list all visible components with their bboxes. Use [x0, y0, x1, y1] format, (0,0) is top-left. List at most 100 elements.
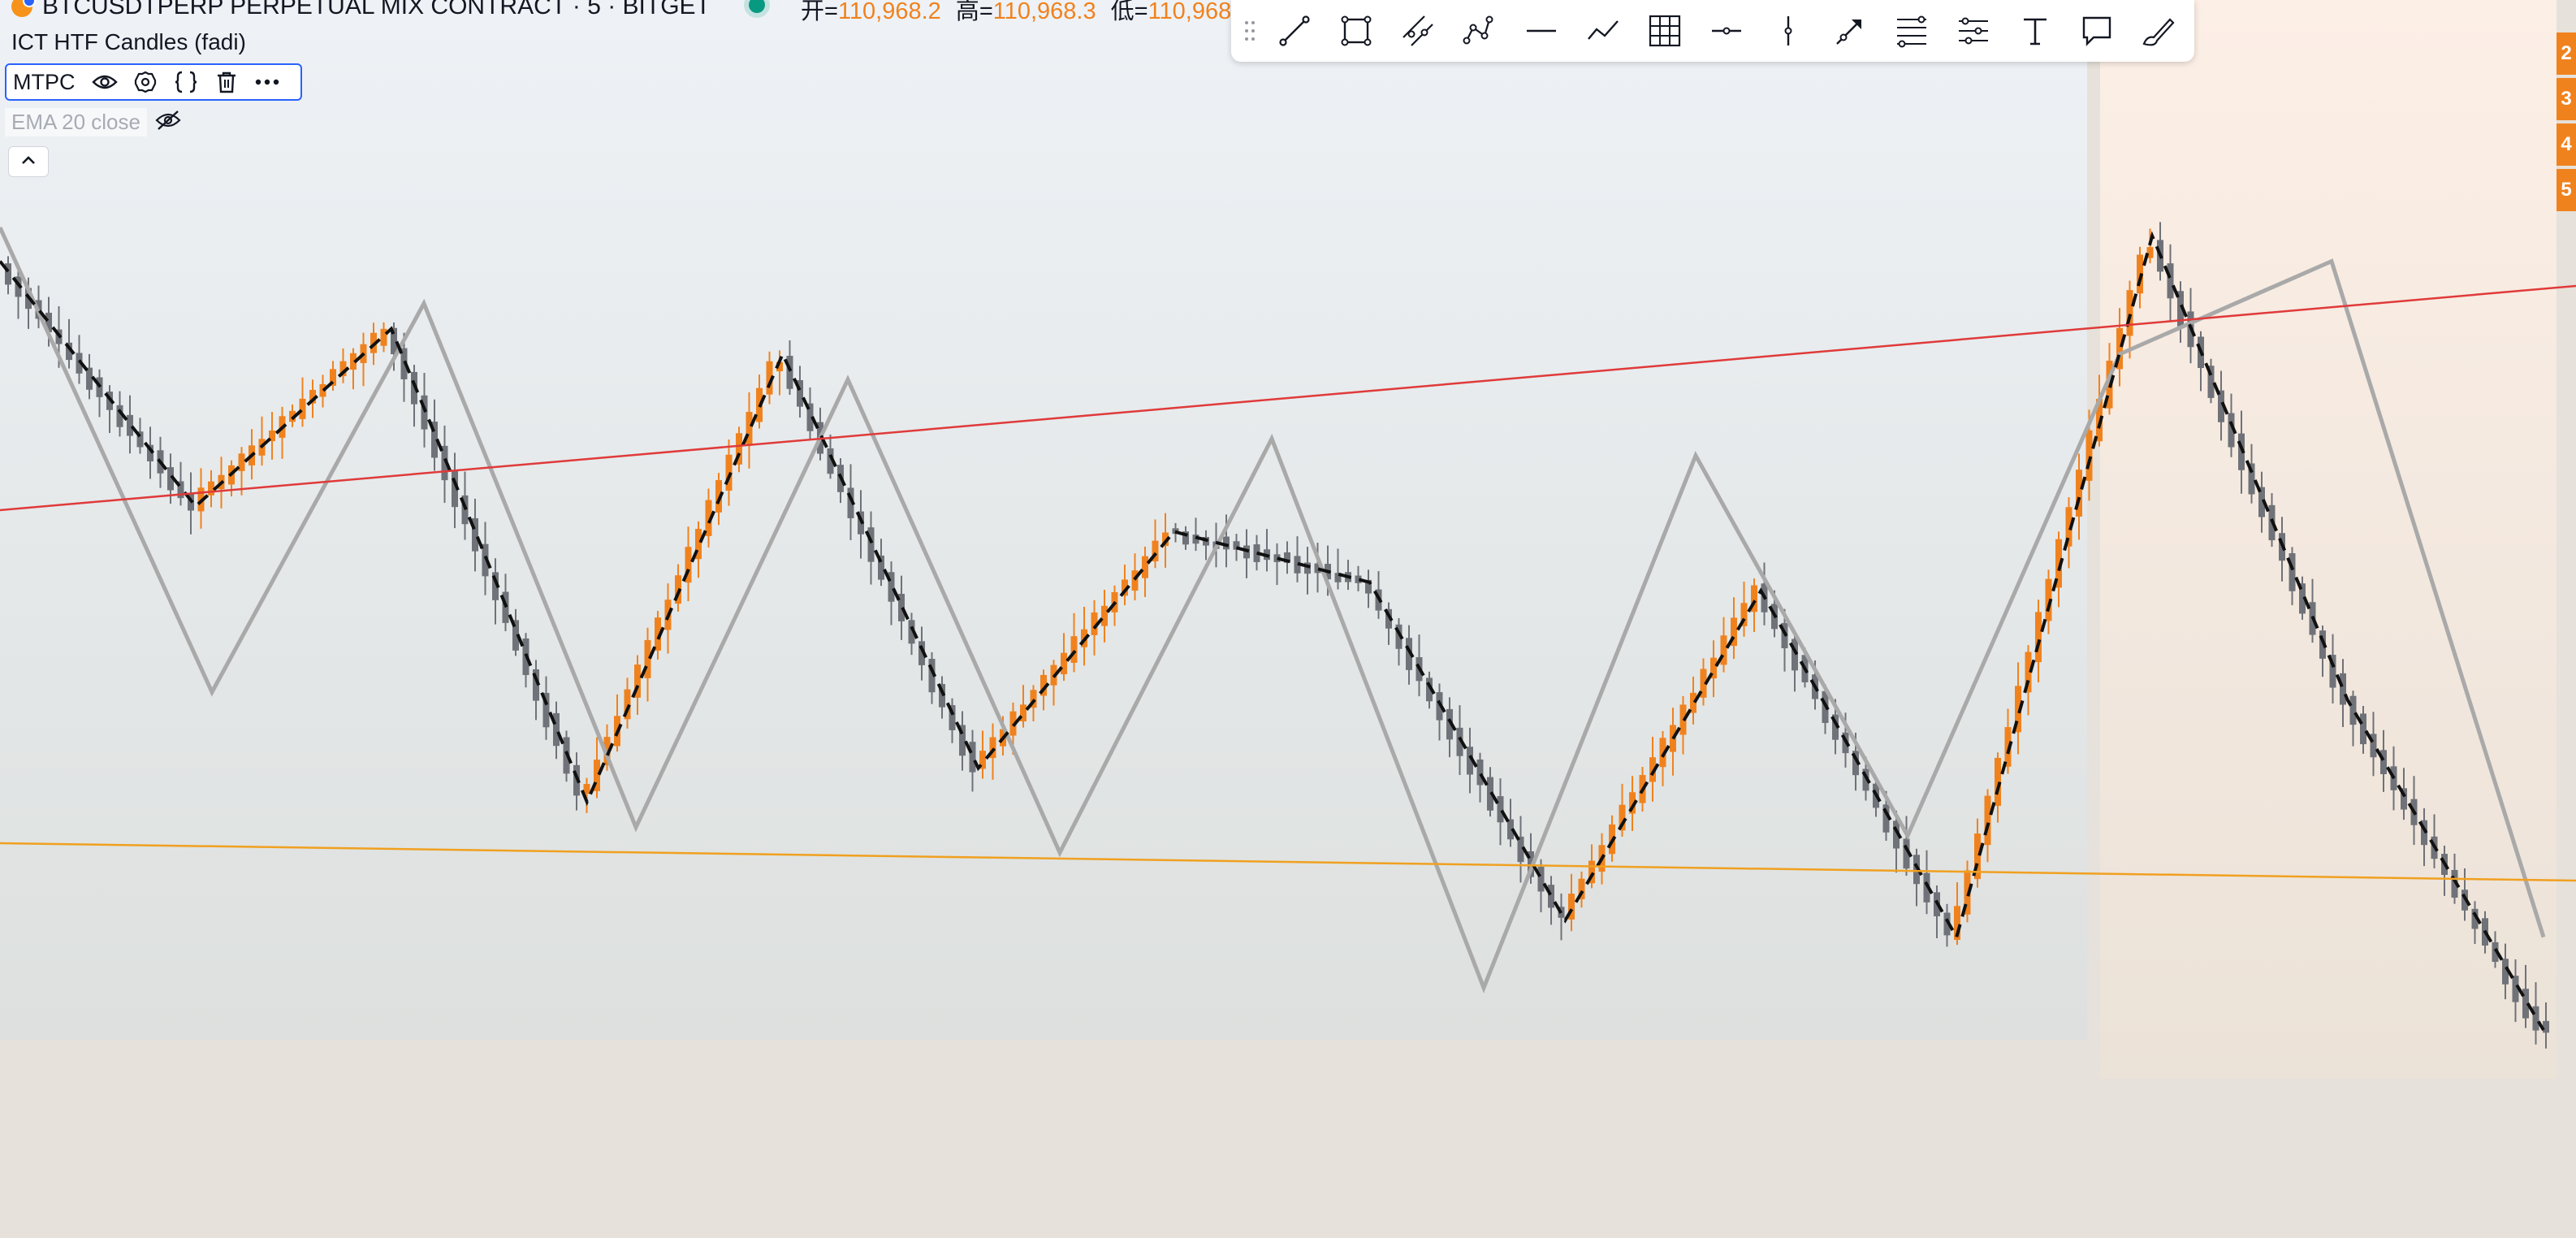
- drawing-toolbar[interactable]: [1231, 0, 2194, 62]
- bull-candle: [1578, 878, 1585, 899]
- trend-line-icon[interactable]: [1264, 5, 1325, 57]
- bull-candle: [339, 361, 347, 377]
- bear-candle: [533, 669, 539, 701]
- bull-candle: [1629, 792, 1636, 814]
- price-axis-label: 2: [2557, 32, 2576, 75]
- bear-candle: [888, 572, 895, 602]
- brush-icon[interactable]: [2128, 5, 2189, 57]
- bear-candle: [1395, 624, 1403, 649]
- gear-icon[interactable]: [129, 66, 162, 98]
- session-zone-left: [0, 0, 2087, 1040]
- bull-candle: [746, 412, 753, 446]
- bear-candle: [2532, 1006, 2539, 1031]
- bear-candle: [116, 405, 123, 427]
- bull-candle: [1588, 860, 1595, 884]
- text-icon[interactable]: [2004, 5, 2066, 57]
- bull-candle: [309, 389, 316, 404]
- bull-candle: [776, 361, 783, 372]
- bear-candle: [431, 422, 438, 458]
- bear-candle: [867, 527, 875, 562]
- bear-candle: [167, 467, 174, 491]
- bull-candle: [2035, 612, 2042, 663]
- eye-icon[interactable]: [89, 66, 121, 98]
- bear-candle: [1446, 708, 1453, 740]
- collapse-legend-button[interactable]: [8, 146, 49, 177]
- bull-candle: [1690, 692, 1696, 713]
- drag-handle-icon[interactable]: [1236, 6, 1264, 55]
- bull-candle: [1568, 894, 1575, 920]
- bear-candle: [2299, 583, 2306, 614]
- price-axis-label: 3: [2557, 78, 2576, 120]
- bull-candle: [1122, 579, 1128, 596]
- bull-candle: [634, 664, 641, 698]
- bear-candle: [472, 517, 478, 552]
- bull-candle: [1720, 635, 1727, 665]
- bull-candle: [1984, 795, 1991, 846]
- selected-indicator[interactable]: MTPC: [5, 63, 302, 101]
- bear-candle: [492, 572, 499, 600]
- more-icon[interactable]: [251, 66, 283, 98]
- bear-candle: [512, 620, 519, 651]
- bear-candle: [136, 431, 144, 448]
- bear-candle: [542, 692, 550, 728]
- bull-candle: [583, 784, 590, 794]
- bull-candle: [1740, 603, 1748, 626]
- indicator-title[interactable]: ICT HTF Candles (fadi): [11, 29, 246, 54]
- bear-candle: [1365, 579, 1372, 594]
- bear-candle: [2167, 263, 2174, 299]
- braces-icon[interactable]: [170, 66, 202, 98]
- bear-candle: [2451, 869, 2458, 898]
- bull-candle: [1700, 669, 1707, 698]
- callout-icon[interactable]: [2066, 5, 2128, 57]
- bear-candle: [177, 481, 184, 499]
- bear-candle: [898, 594, 905, 621]
- bear-candle: [2543, 1020, 2549, 1033]
- hidden-indicator[interactable]: EMA 20 close: [5, 107, 181, 136]
- bear-candle: [2207, 366, 2215, 398]
- polyline-icon[interactable]: [1572, 5, 1634, 57]
- bear-candle: [1476, 759, 1484, 786]
- bear-candle: [1893, 820, 1900, 849]
- parallel-channel-icon[interactable]: [1387, 5, 1449, 57]
- bull-candle: [2116, 327, 2123, 370]
- bull-candle: [644, 639, 651, 678]
- bear-candle: [2370, 734, 2377, 758]
- bear-candle: [786, 356, 793, 389]
- bull-candle: [2004, 727, 2012, 767]
- path-icon[interactable]: [1449, 5, 1511, 57]
- fib-grid-icon[interactable]: [1634, 5, 1696, 57]
- bear-candle: [2177, 291, 2184, 327]
- horizontal-ray-icon[interactable]: [1696, 5, 1757, 57]
- bull-candle: [989, 737, 996, 759]
- bull-candle: [1974, 833, 1981, 880]
- eye-off-icon[interactable]: [155, 110, 181, 135]
- arrow-icon[interactable]: [1819, 5, 1881, 57]
- bull-candle: [1061, 652, 1067, 675]
- bear-candle: [1182, 531, 1189, 545]
- bull-candle: [1040, 674, 1047, 696]
- horizontal-line-icon[interactable]: [1511, 5, 1572, 57]
- bear-candle: [553, 712, 560, 747]
- rectangle-icon[interactable]: [1325, 5, 1387, 57]
- bull-candle: [299, 398, 306, 419]
- bear-candle: [76, 353, 83, 374]
- support-trendline: [0, 842, 2576, 882]
- fib-retracement-icon[interactable]: [1881, 5, 1943, 57]
- symbol-header[interactable]: BTCUSDTPERP PERPETUAL MIX CONTRACT · 5 ·…: [11, 0, 711, 23]
- pitchfork-icon[interactable]: [1943, 5, 2004, 57]
- trash-icon[interactable]: [210, 66, 243, 98]
- bull-candle: [1659, 738, 1666, 768]
- bear-candle: [969, 742, 976, 773]
- bear-candle: [1537, 866, 1545, 892]
- bull-candle: [2076, 470, 2082, 517]
- bear-candle: [2228, 413, 2235, 448]
- zigzag-solid-line: [0, 226, 2546, 993]
- vertical-line-icon[interactable]: [1757, 5, 1819, 57]
- price-axis-label: 5: [2557, 169, 2576, 211]
- bear-candle: [1507, 819, 1514, 840]
- bull-candle: [350, 353, 357, 370]
- bear-candle: [908, 620, 915, 644]
- bear-candle: [2360, 713, 2366, 745]
